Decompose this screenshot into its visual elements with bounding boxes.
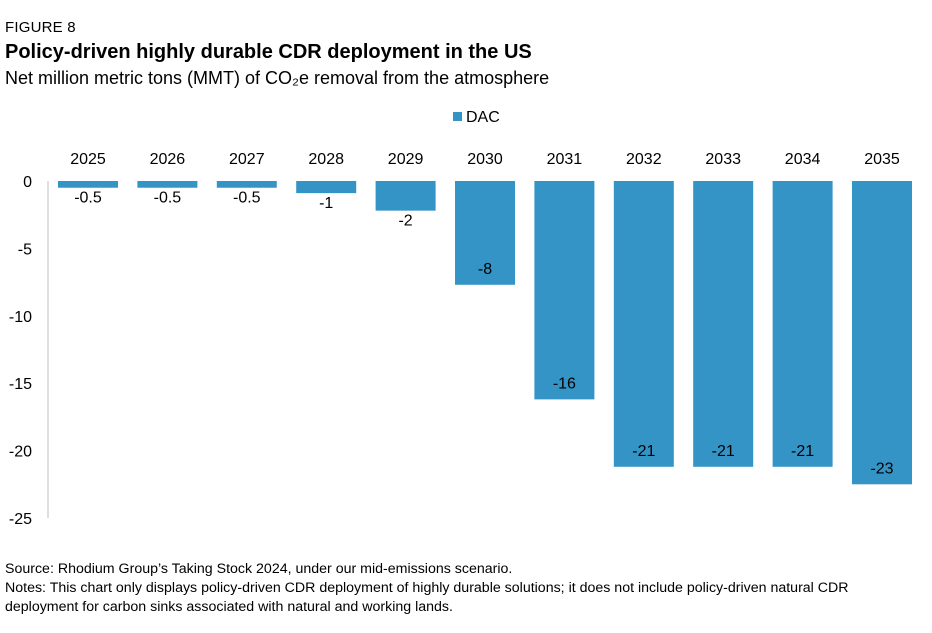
x-tick-label: 2034: [785, 151, 821, 168]
data-label: -16: [553, 375, 576, 392]
y-tick-label: -25: [9, 511, 32, 528]
x-tick-label: 2027: [229, 151, 265, 168]
x-tick-label: 2035: [864, 151, 900, 168]
chart-title: Policy-driven highly durable CDR deploym…: [5, 41, 532, 63]
data-label: -0.5: [154, 190, 182, 207]
data-label: -21: [712, 443, 735, 460]
x-tick-label: 2032: [626, 151, 662, 168]
x-tick-label: 2029: [388, 151, 424, 168]
data-label: -21: [791, 443, 814, 460]
bar-2031: [534, 181, 595, 400]
y-tick-label: -15: [9, 376, 32, 393]
bar-series: [58, 181, 912, 485]
x-tick-label: 2030: [467, 151, 503, 168]
x-tick-label: 2028: [308, 151, 344, 168]
x-tick-label: 2025: [70, 151, 106, 168]
y-axis-tick-labels: 0 -5 -10 -15 -20 -25: [9, 174, 32, 528]
y-tick-label: -5: [18, 241, 32, 258]
data-label: -8: [478, 261, 492, 278]
legend-item-dac: DAC: [453, 109, 500, 126]
x-tick-label: 2026: [150, 151, 186, 168]
notes-text: Notes: This chart only displays policy-d…: [5, 580, 849, 615]
y-tick-label: -10: [9, 309, 32, 326]
data-label: -0.5: [74, 190, 102, 207]
source-note: Source: Rhodium Group’s Taking Stock 202…: [5, 561, 513, 577]
y-tick-label: -20: [9, 444, 32, 461]
bar-2025: [58, 181, 118, 188]
legend-label: DAC: [466, 109, 500, 126]
bar-2035: [852, 181, 912, 485]
data-label: -21: [632, 443, 655, 460]
data-label: -23: [870, 460, 893, 477]
bar-2027: [216, 181, 277, 188]
legend-swatch: [453, 112, 462, 121]
bar-2030: [455, 181, 515, 285]
data-labels: -0.5 -0.5 -0.5 -1 -2 -8 -16 -21 -21 -21 -23: [74, 190, 893, 478]
bar-2028: [296, 181, 357, 194]
x-tick-label: 2033: [705, 151, 741, 168]
chart-footer: Source: Rhodium Group’s Taking Stock 202…: [5, 560, 925, 617]
data-label: -1: [319, 195, 333, 212]
x-tick-label: 2031: [547, 151, 583, 168]
bar-2032: [613, 181, 674, 467]
figure-label: FIGURE 8: [5, 19, 76, 36]
legend: DAC: [453, 109, 500, 126]
x-axis-tick-labels: 2025 2026 2027 2028 2029 2030 2031 2032 2033 2034…: [70, 151, 900, 168]
bar-2034: [772, 181, 833, 467]
bar-2026: [137, 181, 198, 188]
bar-2029: [375, 181, 436, 211]
data-label: -2: [398, 213, 412, 230]
data-label: -0.5: [233, 190, 261, 207]
bar-2033: [693, 181, 754, 467]
chart-subtitle: Net million metric tons (MMT) of CO₂e re…: [5, 68, 550, 88]
y-tick-label: 0: [23, 174, 32, 191]
bar-chart: DAC 2025 2026 2027 2028 2029 2030 2031 2032 2033…: [9, 109, 912, 528]
